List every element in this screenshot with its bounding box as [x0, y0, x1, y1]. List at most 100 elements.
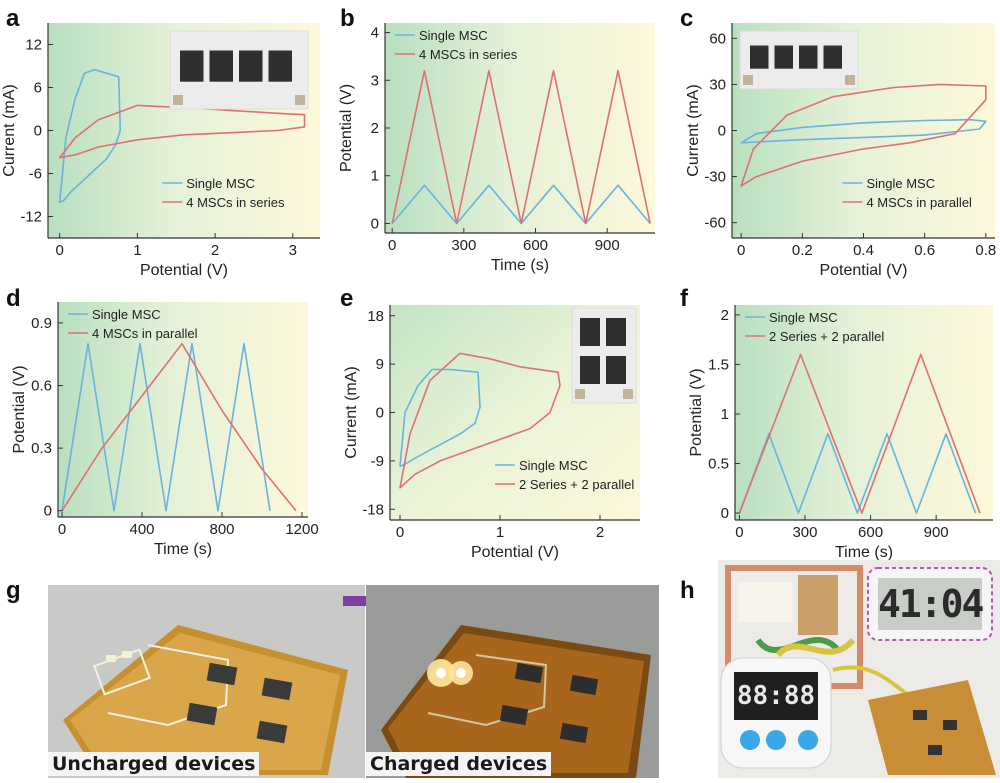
series-line-multi-msc	[391, 69, 651, 225]
x-tick-label: 0.8	[975, 242, 996, 259]
device-inset-image	[739, 30, 859, 90]
device-inset-image	[571, 307, 637, 404]
y-tick-label: 0	[34, 123, 42, 140]
x-tick-label: 0	[55, 242, 63, 259]
y-tick-label: 0.3	[31, 440, 52, 457]
legend-label: 4 MSCs in series	[186, 195, 285, 210]
uncharged-device-drawing	[48, 585, 365, 778]
y-tick-label: 30	[709, 76, 726, 93]
series-line-multi-msc	[399, 352, 561, 489]
x-tick-label: 0.2	[792, 242, 813, 259]
photo-uncharged-devices: Uncharged devices	[48, 585, 365, 778]
legend-label: 4 MSCs in series	[419, 47, 518, 62]
series-line-multi-msc	[740, 83, 987, 187]
x-tick-label: 0	[388, 237, 396, 254]
y-axis-label: Potential (V)	[338, 84, 355, 172]
x-tick-label: 0	[58, 521, 66, 538]
timer-setup-drawing	[718, 560, 1000, 778]
electrode-pattern	[606, 356, 626, 384]
y-tick-label: 1	[721, 406, 729, 423]
x-tick-label: 0	[396, 524, 404, 541]
y-tick-label: 4	[371, 25, 379, 42]
photo-charged-devices: Charged devices	[366, 585, 659, 778]
panel-letter: d	[6, 285, 21, 312]
y-tick-label: 6	[34, 80, 42, 97]
device-inset-image	[169, 30, 309, 110]
electrode-pattern	[774, 45, 793, 69]
y-tick-label: 0	[721, 505, 729, 522]
series-line-multi-msc	[738, 353, 981, 514]
x-axis-label: Time (s)	[835, 544, 893, 561]
y-tick-label: -60	[704, 215, 726, 232]
series-line-single-msc	[61, 342, 271, 512]
plot-background	[58, 302, 308, 517]
y-tick-label: 9	[376, 356, 384, 373]
chart-panel-e: e 0 1 2 -18 -9 0 9 18 Potential (V) Current (mA) Si…	[340, 285, 640, 561]
x-axis-label: Time (s)	[154, 541, 212, 558]
x-tick-label: 600	[523, 237, 548, 254]
electrode-pattern	[750, 45, 769, 69]
electrode-pattern	[580, 318, 600, 346]
electrode-pattern	[606, 318, 626, 346]
chart-panel-d: d 0 400 800 1200 0 0.3 0.6 0.9 Time (s) Potential …	[6, 285, 319, 558]
panel-letter: h	[680, 577, 695, 604]
y-axis-label: Current (mA)	[685, 84, 702, 176]
legend-label: Single MSC	[769, 310, 838, 325]
electrode-pattern	[268, 50, 292, 82]
electrode-pattern	[180, 50, 204, 82]
x-tick-label: 900	[924, 524, 949, 541]
y-tick-label: -12	[20, 209, 42, 226]
y-tick-label: 3	[371, 72, 379, 89]
y-tick-label: -30	[704, 169, 726, 186]
contact-pad	[295, 95, 305, 105]
y-tick-label: -9	[371, 453, 384, 470]
series-line-single-msc	[58, 68, 122, 203]
y-tick-label: 0	[718, 123, 726, 140]
electrode-pattern	[580, 356, 600, 384]
y-tick-label: 0.6	[31, 377, 52, 394]
y-axis-label: Current (mA)	[1, 84, 18, 176]
y-tick-label: 1	[371, 168, 379, 185]
electrode-pattern	[209, 50, 233, 82]
charged-device-drawing	[366, 585, 659, 778]
electrode-pattern	[799, 45, 818, 69]
y-tick-label: 0.5	[708, 456, 729, 473]
legend-label: 4 MSCs in parallel	[92, 326, 198, 341]
series-line-multi-msc	[61, 342, 297, 512]
y-tick-label: 2	[371, 120, 379, 137]
x-tick-label: 900	[595, 237, 620, 254]
x-tick-label: 0.4	[853, 242, 874, 259]
y-tick-label: 18	[367, 308, 384, 325]
uncharged-devices-caption: Uncharged devices	[48, 752, 260, 776]
legend-label: 2 Series + 2 parallel	[519, 477, 634, 492]
contact-pad	[173, 95, 183, 105]
x-axis-label: Potential (V)	[471, 544, 559, 561]
x-axis-label: Potential (V)	[140, 262, 228, 279]
legend-label: 4 MSCs in parallel	[866, 195, 972, 210]
y-tick-label: 0	[44, 503, 52, 520]
lcd-timer-readout: 41:04	[878, 582, 984, 626]
legend-label: Single MSC	[92, 307, 161, 322]
series-line-multi-msc	[58, 104, 306, 159]
x-tick-label: 2	[596, 524, 604, 541]
panel-letter: b	[340, 5, 355, 32]
panel-letter: f	[680, 285, 689, 312]
series-line-single-msc	[399, 368, 481, 468]
contact-pad	[623, 389, 633, 399]
plot-background	[385, 23, 655, 233]
y-tick-label: 0.9	[31, 315, 52, 332]
series-line-single-msc	[738, 432, 977, 514]
panel-letter: c	[680, 5, 693, 32]
legend-label: 2 Series + 2 parallel	[769, 329, 884, 344]
chart-layer: a 0 1 2 3 -12 -60 6 1 2 Potential (V) Current (mA) S…	[1, 5, 996, 604]
clock-readout: 88:88	[736, 681, 816, 711]
contact-pad	[743, 75, 753, 85]
y-axis-label: Potential (V)	[11, 365, 28, 453]
y-tick-label: 0	[371, 215, 379, 232]
x-tick-label: 300	[792, 524, 817, 541]
panel-letter: a	[6, 5, 20, 32]
x-tick-label: 400	[129, 521, 154, 538]
